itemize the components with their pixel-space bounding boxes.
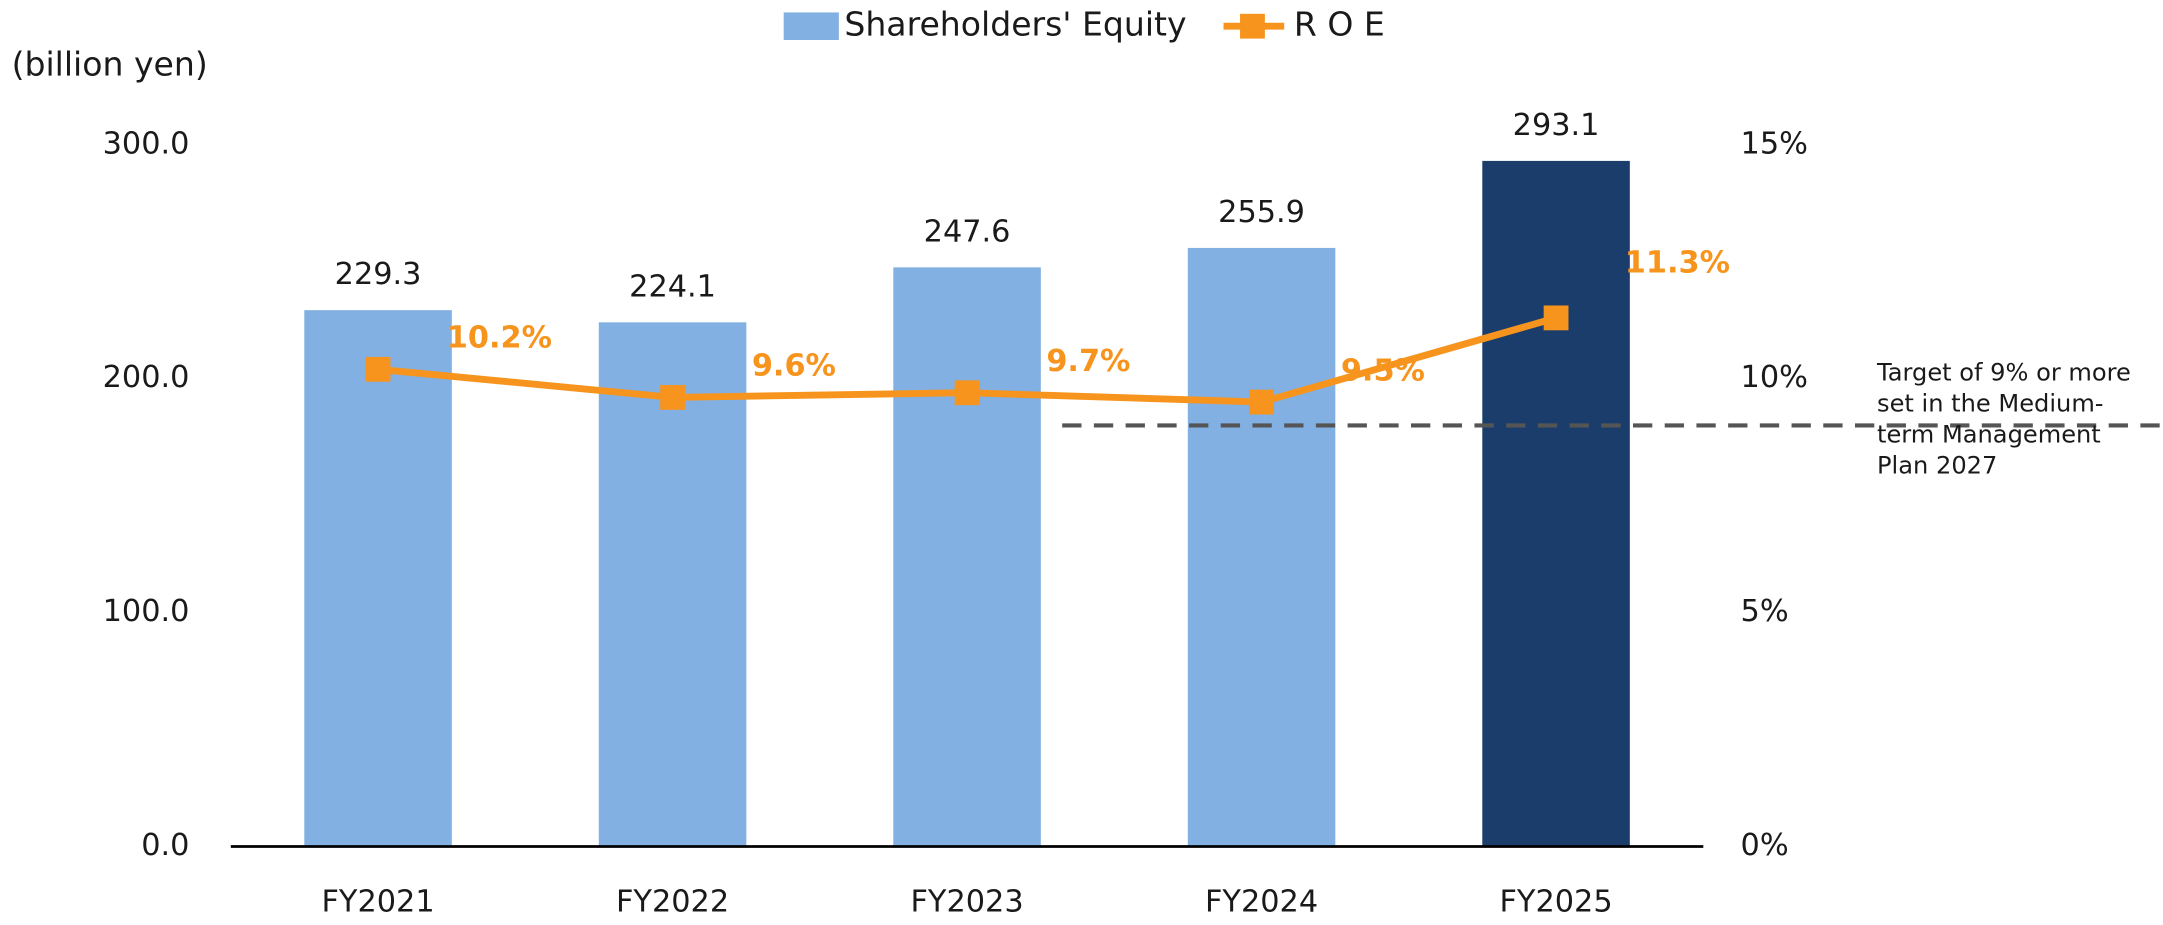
- bar-value-label: 247.6: [924, 214, 1011, 249]
- roe-value-label: 9.7%: [1046, 344, 1130, 379]
- roe-marker: [660, 385, 685, 410]
- target-note: term Management: [1877, 421, 2101, 449]
- roe-marker: [365, 356, 391, 382]
- y2-tick-label: 15%: [1741, 126, 1808, 161]
- bar: [1482, 160, 1630, 847]
- bar: [893, 267, 1041, 847]
- bar-value-label: 255.9: [1218, 195, 1305, 230]
- target-note: Target of 9% or more: [1876, 359, 2131, 387]
- x-tick-label: FY2022: [616, 885, 729, 920]
- y2-tick-label: 10%: [1741, 360, 1808, 395]
- bar: [304, 310, 452, 847]
- y-tick-label: 0.0: [141, 828, 189, 863]
- roe-value-label: 9.6%: [752, 349, 836, 384]
- y-tick-label: 300.0: [103, 126, 190, 161]
- x-tick-label: FY2023: [910, 885, 1023, 920]
- roe-marker: [954, 380, 980, 406]
- y2-tick-label: 5%: [1741, 594, 1789, 629]
- x-tick-label: FY2025: [1499, 885, 1612, 920]
- y-tick-label: 100.0: [103, 594, 190, 629]
- bar: [1187, 247, 1336, 847]
- legend-swatch: [783, 12, 839, 40]
- legend-label: R O E: [1294, 5, 1385, 44]
- y2-tick-label: 0%: [1741, 828, 1789, 863]
- roe-value-label: 10.2%: [447, 321, 552, 356]
- target-note: set in the Medium-: [1877, 390, 2104, 418]
- bar-value-label: 224.1: [629, 269, 716, 304]
- y-tick-label: 200.0: [103, 360, 190, 395]
- x-tick-label: FY2024: [1205, 885, 1318, 920]
- x-tick-label: FY2021: [321, 885, 434, 920]
- bar-value-label: 229.3: [335, 257, 422, 292]
- roe-value-label: 9.5%: [1341, 353, 1425, 388]
- target-note: Plan 2027: [1877, 452, 1997, 480]
- roe-marker: [1543, 305, 1569, 331]
- legend-label: Shareholders' Equity: [844, 5, 1186, 44]
- bar-value-label: 293.1: [1513, 108, 1600, 143]
- legend-marker: [1240, 13, 1265, 39]
- roe-value-label: 11.3%: [1625, 246, 1730, 281]
- roe-marker: [1249, 389, 1274, 415]
- unit-label: (billion yen): [12, 45, 208, 84]
